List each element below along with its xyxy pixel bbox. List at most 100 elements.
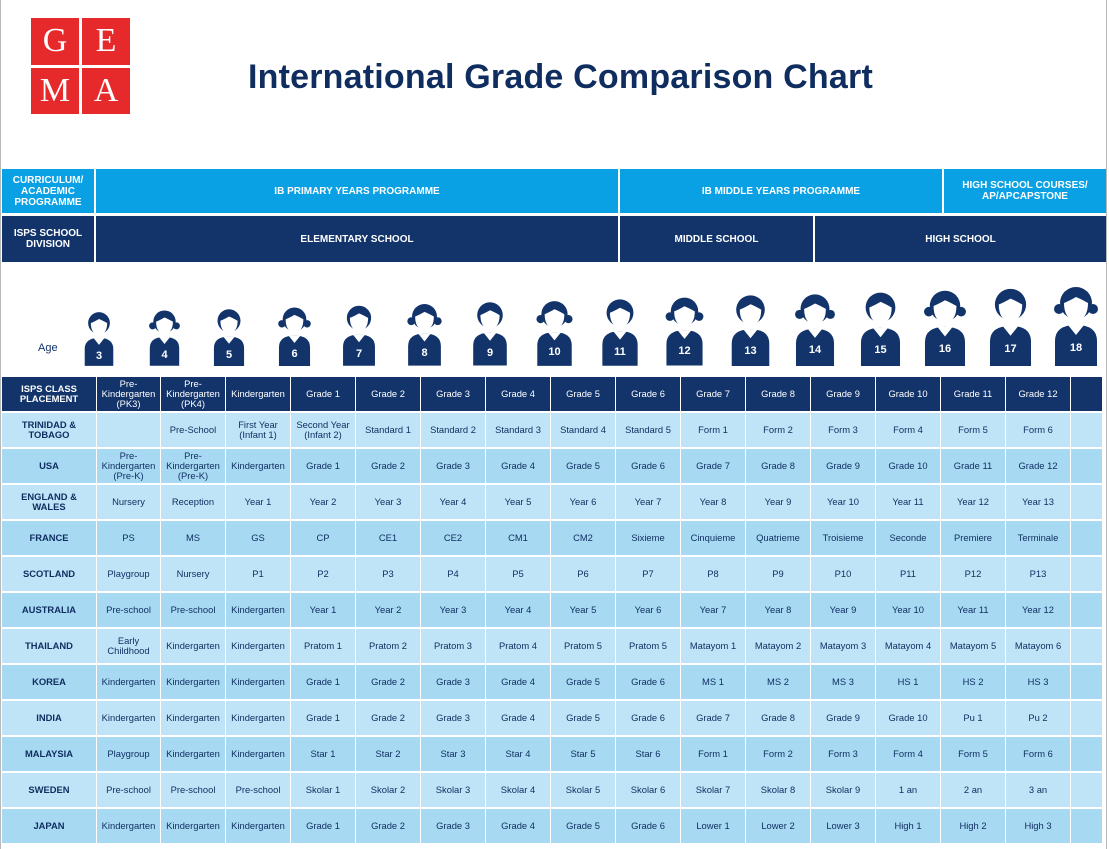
- table-cell: Form 1: [681, 737, 745, 771]
- table-cell: Standard 1: [356, 413, 420, 447]
- student-avatar-icon: 7: [340, 301, 378, 366]
- table-cell: High 1: [876, 809, 940, 843]
- table-row: KOREA Kindergarten Kindergarten Kindergarte…: [2, 665, 1106, 701]
- table-cell: Form 4: [876, 413, 940, 447]
- table-cell: Pratom 1: [291, 629, 355, 663]
- table-cell: P3: [356, 557, 420, 591]
- table-cell: Pratom 4: [486, 629, 550, 663]
- table-cell: Grade 1: [291, 449, 355, 483]
- age-value: 3: [95, 350, 103, 362]
- table-cell: Kindergarten: [161, 665, 225, 699]
- table-cell: Kindergarten: [97, 701, 160, 735]
- age-value: 13: [744, 345, 757, 357]
- row-header-cell: JAPAN: [2, 809, 96, 843]
- table-cell: Nursery: [161, 557, 225, 591]
- student-avatar-icon: 11: [599, 294, 641, 366]
- age-value: 6: [291, 348, 298, 360]
- table-cell: HS 1: [876, 665, 940, 699]
- table-cell: Pratom 5: [616, 629, 680, 663]
- row-header-cell: KOREA: [2, 665, 96, 699]
- table-cell: Grade 6: [616, 701, 680, 735]
- division-high: HIGH SCHOOL: [815, 216, 1106, 262]
- table-cell: Skolar 2: [356, 773, 420, 807]
- table-cell: Lower 2: [746, 809, 810, 843]
- table-cell: PS: [97, 521, 160, 555]
- table-cell: P6: [551, 557, 615, 591]
- table-cell: P1: [226, 557, 290, 591]
- age-label: Age: [38, 342, 58, 354]
- table-cell: Pre-Kindergarten (Pre-K): [97, 449, 160, 483]
- table-cell: Form 1: [681, 413, 745, 447]
- row-header-cell: TRINIDAD & TOBAGO: [2, 413, 96, 447]
- table-cell: CM2: [551, 521, 615, 555]
- table-cell: Year 11: [876, 485, 940, 519]
- table-cell: P10: [811, 557, 875, 591]
- table-cell: Reception: [161, 485, 225, 519]
- table-cell: Pre-Kindergarten (Pre-K): [161, 449, 225, 483]
- table-cell: Skolar 1: [291, 773, 355, 807]
- division-elementary: ELEMENTARY SCHOOL: [96, 216, 618, 262]
- table-cell: Star 4: [486, 737, 550, 771]
- table-cell: Form 4: [876, 737, 940, 771]
- table-cell: GS: [226, 521, 290, 555]
- age-value: 15: [874, 344, 887, 356]
- row-header-cell: INDIA: [2, 701, 96, 735]
- table-cell: Grade 8: [746, 701, 810, 735]
- table-cell: Year 8: [746, 593, 810, 627]
- table-cell: Year 4: [486, 593, 550, 627]
- table-cell: Grade 3: [421, 449, 485, 483]
- table-cell: Grade 7: [681, 377, 745, 411]
- table-cell: Grade 1: [291, 809, 355, 843]
- table-cell: Year 7: [681, 593, 745, 627]
- table-cell: [1071, 665, 1102, 699]
- table-cell: [1071, 593, 1102, 627]
- division-row-label: ISPS SCHOOL DIVISION: [2, 216, 94, 262]
- table-cell: CM1: [486, 521, 550, 555]
- table-cell: High 3: [1006, 809, 1070, 843]
- table-cell: Grade 2: [356, 665, 420, 699]
- logo-letter: G: [31, 18, 79, 65]
- table-cell: Kindergarten: [226, 737, 290, 771]
- table-row: TRINIDAD & TOBAGO Pre-School First Year (I…: [2, 413, 1106, 449]
- table-cell: Seconde: [876, 521, 940, 555]
- table-row: SWEDEN Pre-school Pre-school Pre-school Skol…: [2, 773, 1106, 809]
- table-cell: Playgroup: [97, 557, 160, 591]
- table-cell: Grade 3: [421, 701, 485, 735]
- student-avatar-icon: 4: [147, 306, 182, 366]
- table-cell: Nursery: [97, 485, 160, 519]
- table-cell: Grade 1: [291, 701, 355, 735]
- table-cell: Troisieme: [811, 521, 875, 555]
- table-cell: Grade 10: [876, 701, 940, 735]
- age-value: 8: [421, 347, 428, 359]
- table-cell: Skolar 6: [616, 773, 680, 807]
- table-cell: Grade 12: [1006, 449, 1070, 483]
- table-cell: MS 3: [811, 665, 875, 699]
- table-cell: Kindergarten: [161, 701, 225, 735]
- table-cell: Grade 2: [356, 701, 420, 735]
- logo-letter: A: [82, 67, 130, 114]
- table-cell: Grade 9: [811, 377, 875, 411]
- table-cell: Grade 10: [876, 377, 940, 411]
- age-value: 4: [161, 349, 168, 361]
- table-cell: P8: [681, 557, 745, 591]
- table-cell: Year 6: [551, 485, 615, 519]
- table-cell: Pre-school: [161, 593, 225, 627]
- table-cell: Form 5: [941, 413, 1005, 447]
- table-cell: Grade 7: [681, 449, 745, 483]
- table-cell: Playgroup: [97, 737, 160, 771]
- table-cell: P4: [421, 557, 485, 591]
- table-cell: Grade 6: [616, 665, 680, 699]
- student-avatar-icon: 8: [405, 299, 444, 366]
- table-cell: Grade 10: [876, 449, 940, 483]
- table-cell: Kindergarten: [97, 665, 160, 699]
- table-cell: Grade 4: [486, 449, 550, 483]
- table-row: AUSTRALIA Pre-school Pre-school Kindergarte…: [2, 593, 1106, 629]
- table-cell: Year 2: [356, 593, 420, 627]
- table-cell: Pratom 2: [356, 629, 420, 663]
- table-cell: Matayom 3: [811, 629, 875, 663]
- table-cell: MS 2: [746, 665, 810, 699]
- student-avatar-icon: 18: [1051, 281, 1101, 366]
- table-cell: Grade 4: [486, 377, 550, 411]
- table-cell: [1071, 485, 1102, 519]
- logo-letter: M: [31, 67, 79, 114]
